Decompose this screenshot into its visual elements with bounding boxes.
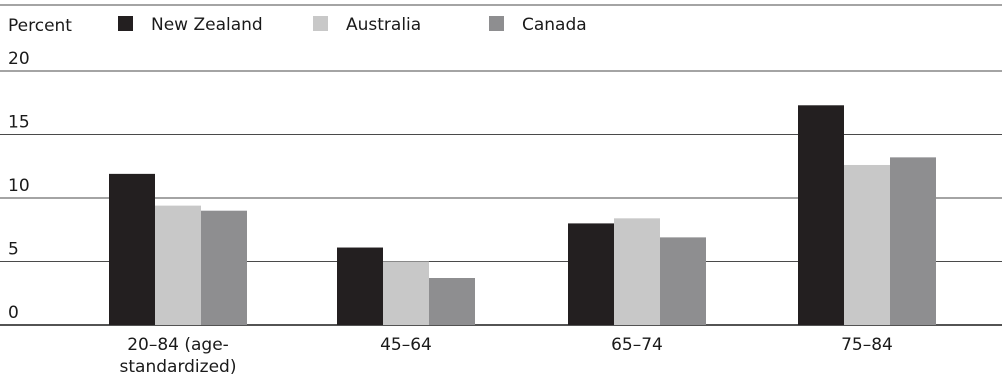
bar xyxy=(614,218,660,325)
x-tick-label: 20–84 (age- xyxy=(127,335,229,355)
y-tick-label: 20 xyxy=(8,49,30,69)
x-tick-label: 45–64 xyxy=(380,335,432,355)
bar xyxy=(798,105,844,325)
bar xyxy=(429,278,475,325)
legend-label: Canada xyxy=(522,15,587,35)
legend-swatch xyxy=(489,16,504,31)
legend-label: New Zealand xyxy=(151,15,263,35)
bar xyxy=(568,223,614,325)
bar xyxy=(337,247,383,325)
legend: New Zealand Australia Canada xyxy=(118,15,587,35)
bar xyxy=(844,164,890,325)
y-tick-label: 10 xyxy=(8,176,30,196)
x-tick-label: 75–84 xyxy=(841,335,893,355)
y-axis-label: Percent xyxy=(8,16,72,36)
legend-label: Australia xyxy=(346,15,421,35)
y-tick-label: 0 xyxy=(8,303,19,323)
bar xyxy=(109,173,155,325)
bar xyxy=(890,157,936,325)
y-tick-label: 15 xyxy=(8,113,30,133)
bars xyxy=(109,105,936,325)
legend-swatch xyxy=(118,16,133,31)
x-axis-labels: 20–84 (age-standardized) 45–64 65–74 75–84 xyxy=(120,335,893,377)
legend-swatch xyxy=(313,16,328,31)
bar xyxy=(660,237,706,325)
x-tick-label: 65–74 xyxy=(611,335,663,355)
bar xyxy=(383,261,429,325)
bar xyxy=(155,205,201,325)
y-tick-label: 5 xyxy=(8,240,19,260)
bar xyxy=(201,210,247,325)
y-axis-ticks: 0 5 10 15 20 xyxy=(8,49,30,323)
x-tick-label: standardized) xyxy=(120,357,237,377)
